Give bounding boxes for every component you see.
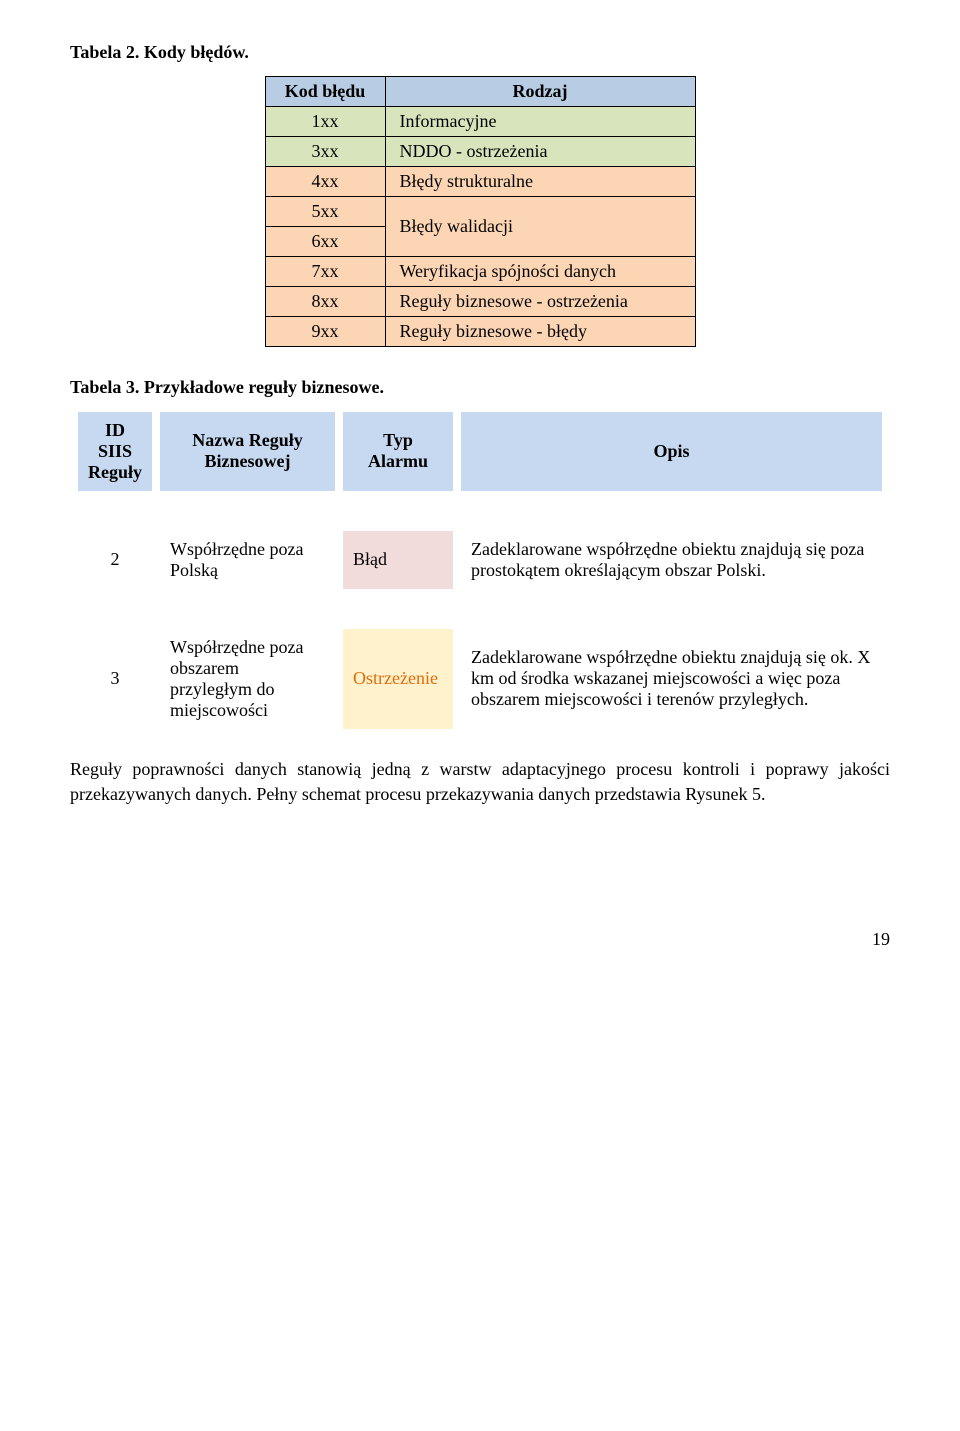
spacer-row — [78, 491, 882, 531]
rules-header-row: ID SIIS Reguły Nazwa Reguły Biznesowej T… — [78, 412, 882, 491]
rodzaj-cell: NDDO - ostrzeżenia — [385, 137, 695, 167]
codes-header-row: Kod błędu Rodzaj — [265, 77, 695, 107]
table-row: 9xx Reguły biznesowe - błędy — [265, 317, 695, 347]
spacer-row — [78, 589, 882, 629]
table-row: 5xx Błędy walidacji — [265, 197, 695, 227]
page-number: 19 — [70, 927, 890, 951]
rule-id: 2 — [78, 531, 152, 589]
table-row: 2 Współrzędne poza Polską Błąd Zadeklaro… — [78, 531, 882, 589]
rules-header-name: Nazwa Reguły Biznesowej — [160, 412, 335, 491]
code-cell: 3xx — [265, 137, 385, 167]
rule-id: 3 — [78, 629, 152, 729]
code-cell: 5xx — [265, 197, 385, 227]
rodzaj-cell: Błędy strukturalne — [385, 167, 695, 197]
body-paragraph: Reguły poprawności danych stanowią jedną… — [70, 757, 890, 807]
code-cell: 9xx — [265, 317, 385, 347]
business-rules-table: ID SIIS Reguły Nazwa Reguły Biznesowej T… — [70, 412, 890, 729]
rule-type: Błąd — [343, 531, 453, 589]
rule-name: Współrzędne poza obszarem przyległym do … — [160, 629, 335, 729]
codes-header-code: Kod błędu — [265, 77, 385, 107]
code-cell: 6xx — [265, 227, 385, 257]
code-cell: 4xx — [265, 167, 385, 197]
table3-caption: Tabela 3. Przykładowe reguły biznesowe. — [70, 375, 890, 399]
table-row: 4xx Błędy strukturalne — [265, 167, 695, 197]
code-cell: 1xx — [265, 107, 385, 137]
rodzaj-cell: Reguły biznesowe - błędy — [385, 317, 695, 347]
rodzaj-cell: Błędy walidacji — [385, 197, 695, 257]
rule-desc: Zadeklarowane współrzędne obiektu znajdu… — [461, 531, 882, 589]
rodzaj-cell: Weryfikacja spójności danych — [385, 257, 695, 287]
rule-type: Ostrzeżenie — [343, 629, 453, 729]
table-row: 8xx Reguły biznesowe - ostrzeżenia — [265, 287, 695, 317]
codes-header-rodzaj: Rodzaj — [385, 77, 695, 107]
table-row: 7xx Weryfikacja spójności danych — [265, 257, 695, 287]
rules-header-id: ID SIIS Reguły — [78, 412, 152, 491]
code-cell: 8xx — [265, 287, 385, 317]
rodzaj-cell: Informacyjne — [385, 107, 695, 137]
error-codes-table: Kod błędu Rodzaj 1xx Informacyjne 3xx ND… — [265, 76, 696, 347]
rodzaj-cell: Reguły biznesowe - ostrzeżenia — [385, 287, 695, 317]
rules-header-desc: Opis — [461, 412, 882, 491]
rule-desc: Zadeklarowane współrzędne obiektu znajdu… — [461, 629, 882, 729]
code-cell: 7xx — [265, 257, 385, 287]
rule-name: Współrzędne poza Polską — [160, 531, 335, 589]
table2-caption: Tabela 2. Kody błędów. — [70, 40, 890, 64]
table-row: 3 Współrzędne poza obszarem przyległym d… — [78, 629, 882, 729]
table-row: 3xx NDDO - ostrzeżenia — [265, 137, 695, 167]
table-row: 1xx Informacyjne — [265, 107, 695, 137]
rules-header-type: Typ Alarmu — [343, 412, 453, 491]
